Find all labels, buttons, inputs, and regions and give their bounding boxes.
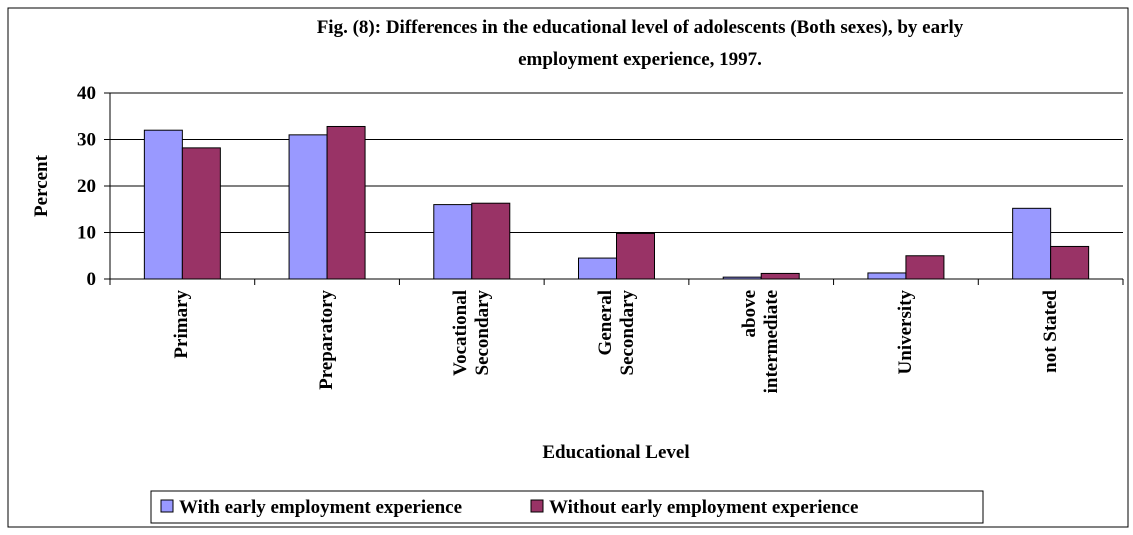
x-tick-label-box: Preparatory — [297, 290, 357, 420]
legend-label: Without early employment experience — [549, 497, 858, 518]
bar — [867, 272, 907, 280]
x-tick-label-box: not Stated — [1021, 290, 1081, 420]
bar — [905, 255, 945, 280]
bar — [760, 272, 800, 280]
legend-box — [150, 490, 984, 524]
bar — [471, 202, 511, 280]
legend-swatch — [160, 499, 174, 513]
chart-title: Fig. (8): Differences in the educational… — [317, 17, 964, 38]
legend-label: With early employment experience — [179, 497, 462, 518]
y-tick-label: 20 — [77, 176, 96, 197]
x-tick-label: Vocational Secondary — [449, 290, 493, 376]
bar — [288, 134, 328, 280]
y-tick-label: 0 — [87, 269, 97, 290]
bar — [1012, 207, 1052, 280]
chart-title-line2: employment experience, 1997. — [518, 49, 762, 70]
x-tick-label: Preparatory — [316, 290, 338, 390]
y-tick-label: 10 — [77, 223, 96, 244]
x-tick-label-box: above intermediate — [731, 290, 791, 420]
y-tick-label: 40 — [77, 83, 96, 104]
x-tick-label-box: University — [876, 290, 936, 420]
bar — [326, 125, 366, 280]
bar — [181, 147, 221, 280]
x-tick-label: University — [894, 290, 916, 375]
x-tick-label-box: Vocational Secondary — [442, 290, 502, 420]
x-tick-label: General Secondary — [594, 290, 638, 376]
bar — [578, 257, 617, 280]
x-tick-label-box: General Secondary — [587, 290, 647, 420]
bar — [433, 204, 473, 280]
legend-swatch — [530, 499, 544, 513]
x-axis-title: Educational Level — [542, 442, 689, 463]
bar — [143, 129, 183, 280]
y-tick-label: 30 — [77, 130, 96, 151]
x-tick-label-box: Primary — [152, 290, 212, 420]
bar — [616, 232, 655, 280]
x-tick-label: above intermediate — [739, 290, 783, 394]
x-tick-label: not Stated — [1039, 290, 1061, 373]
bar — [1050, 245, 1090, 280]
bar — [722, 276, 762, 280]
x-tick-label: Primary — [171, 290, 193, 359]
y-axis-title: Percent — [31, 154, 52, 217]
